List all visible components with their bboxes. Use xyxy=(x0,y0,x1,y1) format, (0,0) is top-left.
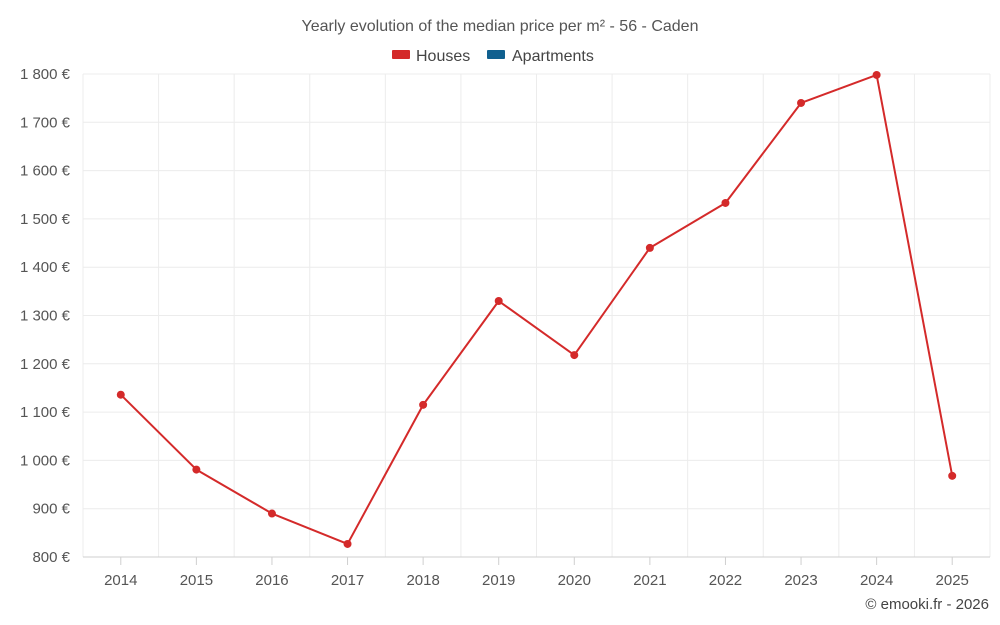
legend-swatch-houses xyxy=(392,50,410,59)
y-tick-label: 1 500 € xyxy=(20,211,71,228)
y-tick-label: 1 800 € xyxy=(20,66,71,83)
data-point-houses[interactable] xyxy=(721,198,730,207)
y-tick-label: 1 200 € xyxy=(20,356,71,373)
data-point-houses[interactable] xyxy=(797,98,806,107)
x-tick-label: 2019 xyxy=(482,572,515,589)
chart-title: Yearly evolution of the median price per… xyxy=(302,18,699,35)
data-point-houses[interactable] xyxy=(948,471,957,480)
x-tick-label: 2025 xyxy=(936,572,969,589)
y-tick-label: 1 600 € xyxy=(20,163,71,180)
data-point-houses[interactable] xyxy=(267,509,276,518)
x-tick-label: 2018 xyxy=(406,572,439,589)
gridlines xyxy=(82,73,991,557)
data-point-houses[interactable] xyxy=(116,390,125,399)
series-houses xyxy=(116,70,957,548)
y-tick-label: 800 € xyxy=(32,549,70,566)
series-line-houses xyxy=(120,73,954,545)
axes: 800 € 900 € 1 000 € 1 100 € 1 200 € 1 300 € 1 … xyxy=(20,66,990,589)
legend-item-apartments[interactable]: Apartments xyxy=(487,48,594,65)
data-point-houses[interactable] xyxy=(343,539,352,548)
x-tick-label: 2016 xyxy=(255,572,288,589)
x-tick-label: 2020 xyxy=(558,572,591,589)
legend-label-apartments: Apartments xyxy=(512,48,594,65)
x-tick-label: 2022 xyxy=(709,572,742,589)
x-tick-label: 2024 xyxy=(860,572,893,589)
legend-item-houses[interactable]: Houses xyxy=(392,48,470,65)
x-tick-label: 2017 xyxy=(331,572,364,589)
data-point-houses[interactable] xyxy=(494,297,503,306)
y-tick-label: 1 000 € xyxy=(20,452,71,469)
data-point-houses[interactable] xyxy=(192,465,201,474)
legend-swatch-apartments xyxy=(487,50,505,59)
y-tick-label: 900 € xyxy=(32,501,70,518)
legend: Houses Apartments xyxy=(392,48,594,65)
y-tick-label: 1 100 € xyxy=(20,404,71,421)
x-tick-label: 2015 xyxy=(180,572,213,589)
data-point-houses[interactable] xyxy=(645,243,654,252)
y-tick-label: 1 300 € xyxy=(20,308,71,325)
credit-text: © emooki.fr - 2026 xyxy=(865,596,989,613)
x-tick-label: 2021 xyxy=(633,572,666,589)
data-point-houses[interactable] xyxy=(570,351,579,360)
x-tick-label: 2014 xyxy=(104,572,137,589)
x-tick-label: 2023 xyxy=(784,572,817,589)
data-point-houses[interactable] xyxy=(872,70,881,79)
y-tick-label: 1 400 € xyxy=(20,259,71,276)
legend-label-houses: Houses xyxy=(416,48,470,65)
data-point-houses[interactable] xyxy=(419,400,428,409)
y-tick-label: 1 700 € xyxy=(20,114,71,131)
